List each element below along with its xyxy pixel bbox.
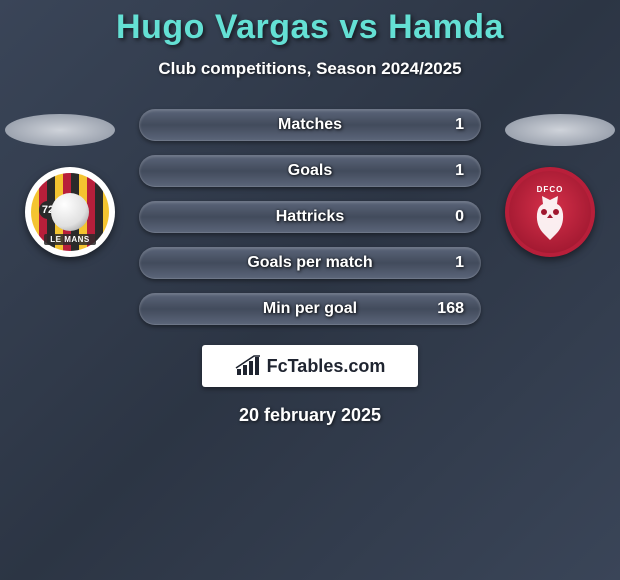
badge-right-label: DFCO — [537, 185, 564, 194]
stat-rows: Matches 1 Goals 1 Hattricks 0 Goals per … — [139, 109, 481, 325]
badge-left-inner: 72 LE MANS — [31, 173, 109, 251]
badge-right-inner: DFCO — [509, 171, 591, 253]
subtitle: Club competitions, Season 2024/2025 — [0, 59, 620, 79]
chart-icon — [235, 355, 261, 377]
stat-label: Hattricks — [276, 208, 344, 226]
stat-row-hattricks: Hattricks 0 — [139, 201, 481, 233]
badge-left-label: LE MANS — [44, 234, 96, 245]
stat-value-right: 168 — [437, 300, 464, 318]
date-label: 20 february 2025 — [0, 405, 620, 426]
stat-row-matches: Matches 1 — [139, 109, 481, 141]
stat-label: Goals per match — [247, 254, 372, 272]
stat-row-min-per-goal: Min per goal 168 — [139, 293, 481, 325]
team-badge-right: DFCO — [505, 167, 595, 257]
stats-area: 72 LE MANS DFCO Matches — [0, 109, 620, 426]
soccer-ball-icon — [51, 193, 89, 231]
stat-label: Goals — [288, 162, 332, 180]
stat-value-right: 1 — [455, 116, 464, 134]
brand-box[interactable]: FcTables.com — [202, 345, 418, 387]
stat-value-right: 1 — [455, 162, 464, 180]
stat-label: Matches — [278, 116, 342, 134]
comparison-card: Hugo Vargas vs Hamda Club competitions, … — [0, 0, 620, 426]
team-badge-left: 72 LE MANS — [25, 167, 115, 257]
stat-value-right: 1 — [455, 254, 464, 272]
brand-text: FcTables.com — [267, 356, 386, 377]
owl-icon — [530, 196, 570, 240]
stat-row-goals-per-match: Goals per match 1 — [139, 247, 481, 279]
stat-value-right: 0 — [455, 208, 464, 226]
shadow-oval-right — [505, 114, 615, 146]
page-title: Hugo Vargas vs Hamda — [0, 8, 620, 47]
stat-row-goals: Goals 1 — [139, 155, 481, 187]
shadow-oval-left — [5, 114, 115, 146]
stat-label: Min per goal — [263, 300, 357, 318]
